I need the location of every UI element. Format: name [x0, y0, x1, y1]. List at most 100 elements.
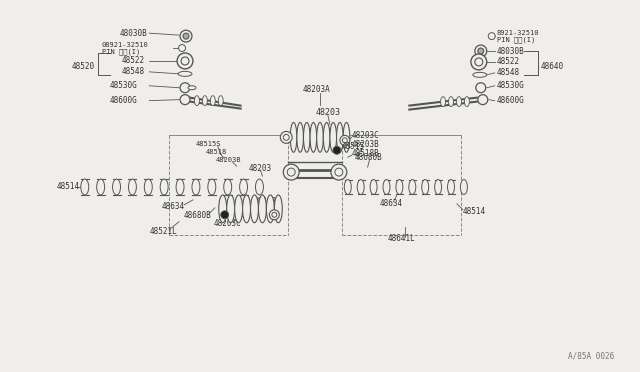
Text: 8921-32510: 8921-32510	[497, 30, 539, 36]
Circle shape	[177, 53, 193, 69]
Circle shape	[478, 48, 484, 54]
Ellipse shape	[243, 195, 250, 223]
Text: 48600G: 48600G	[497, 96, 524, 105]
Circle shape	[475, 45, 487, 57]
Ellipse shape	[396, 180, 403, 195]
Circle shape	[280, 131, 292, 143]
Circle shape	[476, 83, 486, 93]
Text: A/85A 0026: A/85A 0026	[568, 351, 614, 360]
Ellipse shape	[266, 195, 275, 223]
Text: 48203A: 48203A	[253, 198, 281, 206]
Circle shape	[331, 164, 347, 180]
Circle shape	[475, 58, 483, 66]
Text: 48548: 48548	[497, 68, 520, 77]
Ellipse shape	[337, 122, 343, 152]
Ellipse shape	[81, 179, 89, 195]
Circle shape	[335, 168, 343, 176]
Ellipse shape	[297, 122, 303, 152]
Text: 48600G: 48600G	[109, 96, 138, 105]
Text: 48641L: 48641L	[387, 234, 415, 243]
Ellipse shape	[97, 179, 104, 195]
Ellipse shape	[465, 97, 469, 107]
Text: 48522: 48522	[497, 57, 520, 67]
Text: 48520: 48520	[72, 62, 95, 71]
Circle shape	[269, 210, 279, 220]
Ellipse shape	[211, 96, 215, 106]
Circle shape	[287, 168, 295, 176]
Ellipse shape	[113, 179, 120, 195]
Ellipse shape	[409, 180, 416, 195]
Circle shape	[180, 83, 190, 93]
Circle shape	[471, 54, 487, 70]
Ellipse shape	[473, 73, 487, 77]
Ellipse shape	[343, 122, 350, 152]
Ellipse shape	[188, 86, 196, 90]
Ellipse shape	[460, 180, 467, 195]
Ellipse shape	[178, 71, 192, 76]
Text: 48514: 48514	[463, 207, 486, 216]
Circle shape	[340, 135, 350, 145]
Ellipse shape	[317, 122, 323, 152]
Text: PIN ピン(I): PIN ピン(I)	[102, 49, 140, 55]
Ellipse shape	[370, 180, 377, 195]
Circle shape	[181, 57, 189, 65]
Ellipse shape	[208, 179, 216, 195]
Circle shape	[179, 45, 186, 51]
Ellipse shape	[323, 122, 330, 152]
Text: 48030B: 48030B	[120, 29, 147, 38]
Ellipse shape	[310, 122, 317, 152]
Ellipse shape	[224, 179, 232, 195]
Text: 48530G: 48530G	[109, 81, 138, 90]
Ellipse shape	[357, 180, 364, 195]
Ellipse shape	[160, 179, 168, 195]
Text: 48514: 48514	[57, 183, 80, 192]
Circle shape	[478, 95, 488, 105]
Ellipse shape	[195, 96, 200, 106]
Ellipse shape	[435, 180, 442, 195]
Ellipse shape	[218, 96, 223, 106]
Ellipse shape	[275, 195, 282, 223]
Text: 48515: 48515	[342, 142, 365, 151]
Ellipse shape	[330, 122, 337, 152]
Circle shape	[272, 212, 277, 217]
Ellipse shape	[145, 179, 152, 195]
Text: 48518B: 48518B	[352, 149, 380, 158]
Circle shape	[221, 211, 228, 219]
Circle shape	[180, 95, 190, 105]
Text: 08921-32510: 08921-32510	[102, 42, 148, 48]
Ellipse shape	[440, 97, 445, 107]
Circle shape	[284, 134, 289, 140]
Text: 48203B: 48203B	[216, 157, 241, 163]
Ellipse shape	[447, 180, 454, 195]
Text: 48203: 48203	[316, 108, 341, 117]
Circle shape	[180, 30, 192, 42]
Text: 48530G: 48530G	[497, 81, 524, 90]
Ellipse shape	[255, 179, 264, 195]
Ellipse shape	[344, 180, 351, 195]
Ellipse shape	[449, 97, 454, 107]
Text: 48548: 48548	[122, 67, 145, 76]
Ellipse shape	[290, 122, 297, 152]
Ellipse shape	[250, 195, 259, 223]
Circle shape	[342, 138, 348, 143]
Ellipse shape	[202, 96, 207, 106]
Text: 48030B: 48030B	[497, 46, 524, 55]
Ellipse shape	[259, 195, 266, 223]
Text: 48634: 48634	[380, 199, 403, 208]
Text: 48640: 48640	[540, 62, 563, 71]
Text: PIN ピン(I): PIN ピン(I)	[497, 37, 535, 44]
Circle shape	[333, 146, 341, 154]
Ellipse shape	[227, 195, 235, 223]
Text: 48515S: 48515S	[196, 141, 221, 147]
Text: 48203C: 48203C	[214, 219, 241, 228]
Circle shape	[488, 33, 495, 39]
Text: 48203C: 48203C	[352, 131, 380, 140]
Ellipse shape	[192, 179, 200, 195]
Text: 48203: 48203	[248, 164, 271, 173]
Circle shape	[284, 164, 299, 180]
Text: 48521L: 48521L	[149, 227, 177, 236]
Text: 48680B: 48680B	[184, 211, 212, 220]
Text: 48518: 48518	[206, 149, 227, 155]
Ellipse shape	[129, 179, 136, 195]
Ellipse shape	[176, 179, 184, 195]
